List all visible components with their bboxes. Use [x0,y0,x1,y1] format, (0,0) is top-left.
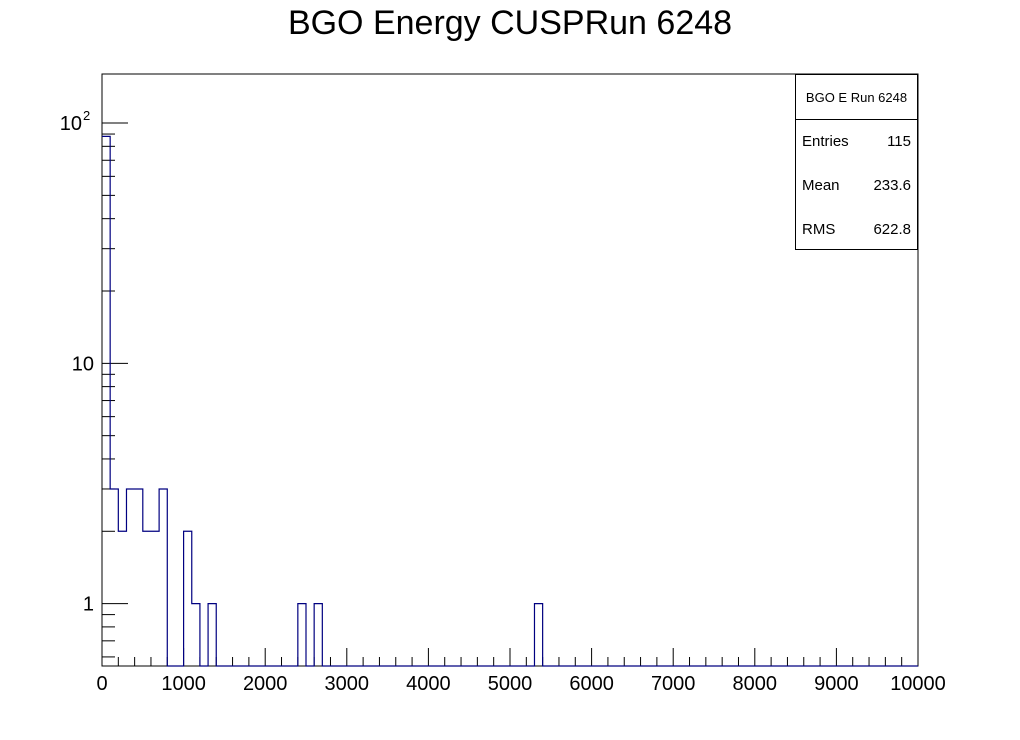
y-tick-label: 1 [83,594,94,616]
y-tick-label-exponent: 2 [83,108,90,123]
x-tick-label: 1000 [161,673,206,695]
x-tick-label: 10000 [890,673,946,695]
x-tick-label: 6000 [569,673,614,695]
x-tick-label: 3000 [325,673,370,695]
stats-mean-label: Mean [802,177,840,194]
stats-box: BGO E Run 6248 Entries 115 Mean 233.6 RM… [795,74,918,250]
stats-title: BGO E Run 6248 [796,75,917,120]
axis-tick-labels: 0 1000 2000 3000 4000 5000 6000 7000 8000 9000 100… [60,108,946,695]
stats-rms-value: 622.8 [873,221,911,238]
x-tick-label: 8000 [733,673,778,695]
stats-entries-label: Entries [802,133,849,150]
stats-entries-value: 115 [887,133,911,150]
x-tick-label: 2000 [243,673,288,695]
stats-rms-row: RMS 622.8 [796,208,917,252]
x-tick-label: 4000 [406,673,451,695]
x-tick-label: 0 [96,673,107,695]
stats-mean-value: 233.6 [873,177,911,194]
stats-entries-row: Entries 115 [796,120,917,164]
stats-rms-label: RMS [802,221,836,238]
chart-title: BGO Energy CUSPRun 6248 [287,4,733,42]
y-tick-label: 10 [72,353,94,375]
x-tick-label: 9000 [814,673,859,695]
y-tick-label-base: 10 [60,113,82,135]
histogram-line [102,135,918,667]
stats-mean-row: Mean 233.6 [796,164,917,208]
x-tick-label: 5000 [488,673,533,695]
x-tick-label: 7000 [651,673,696,695]
